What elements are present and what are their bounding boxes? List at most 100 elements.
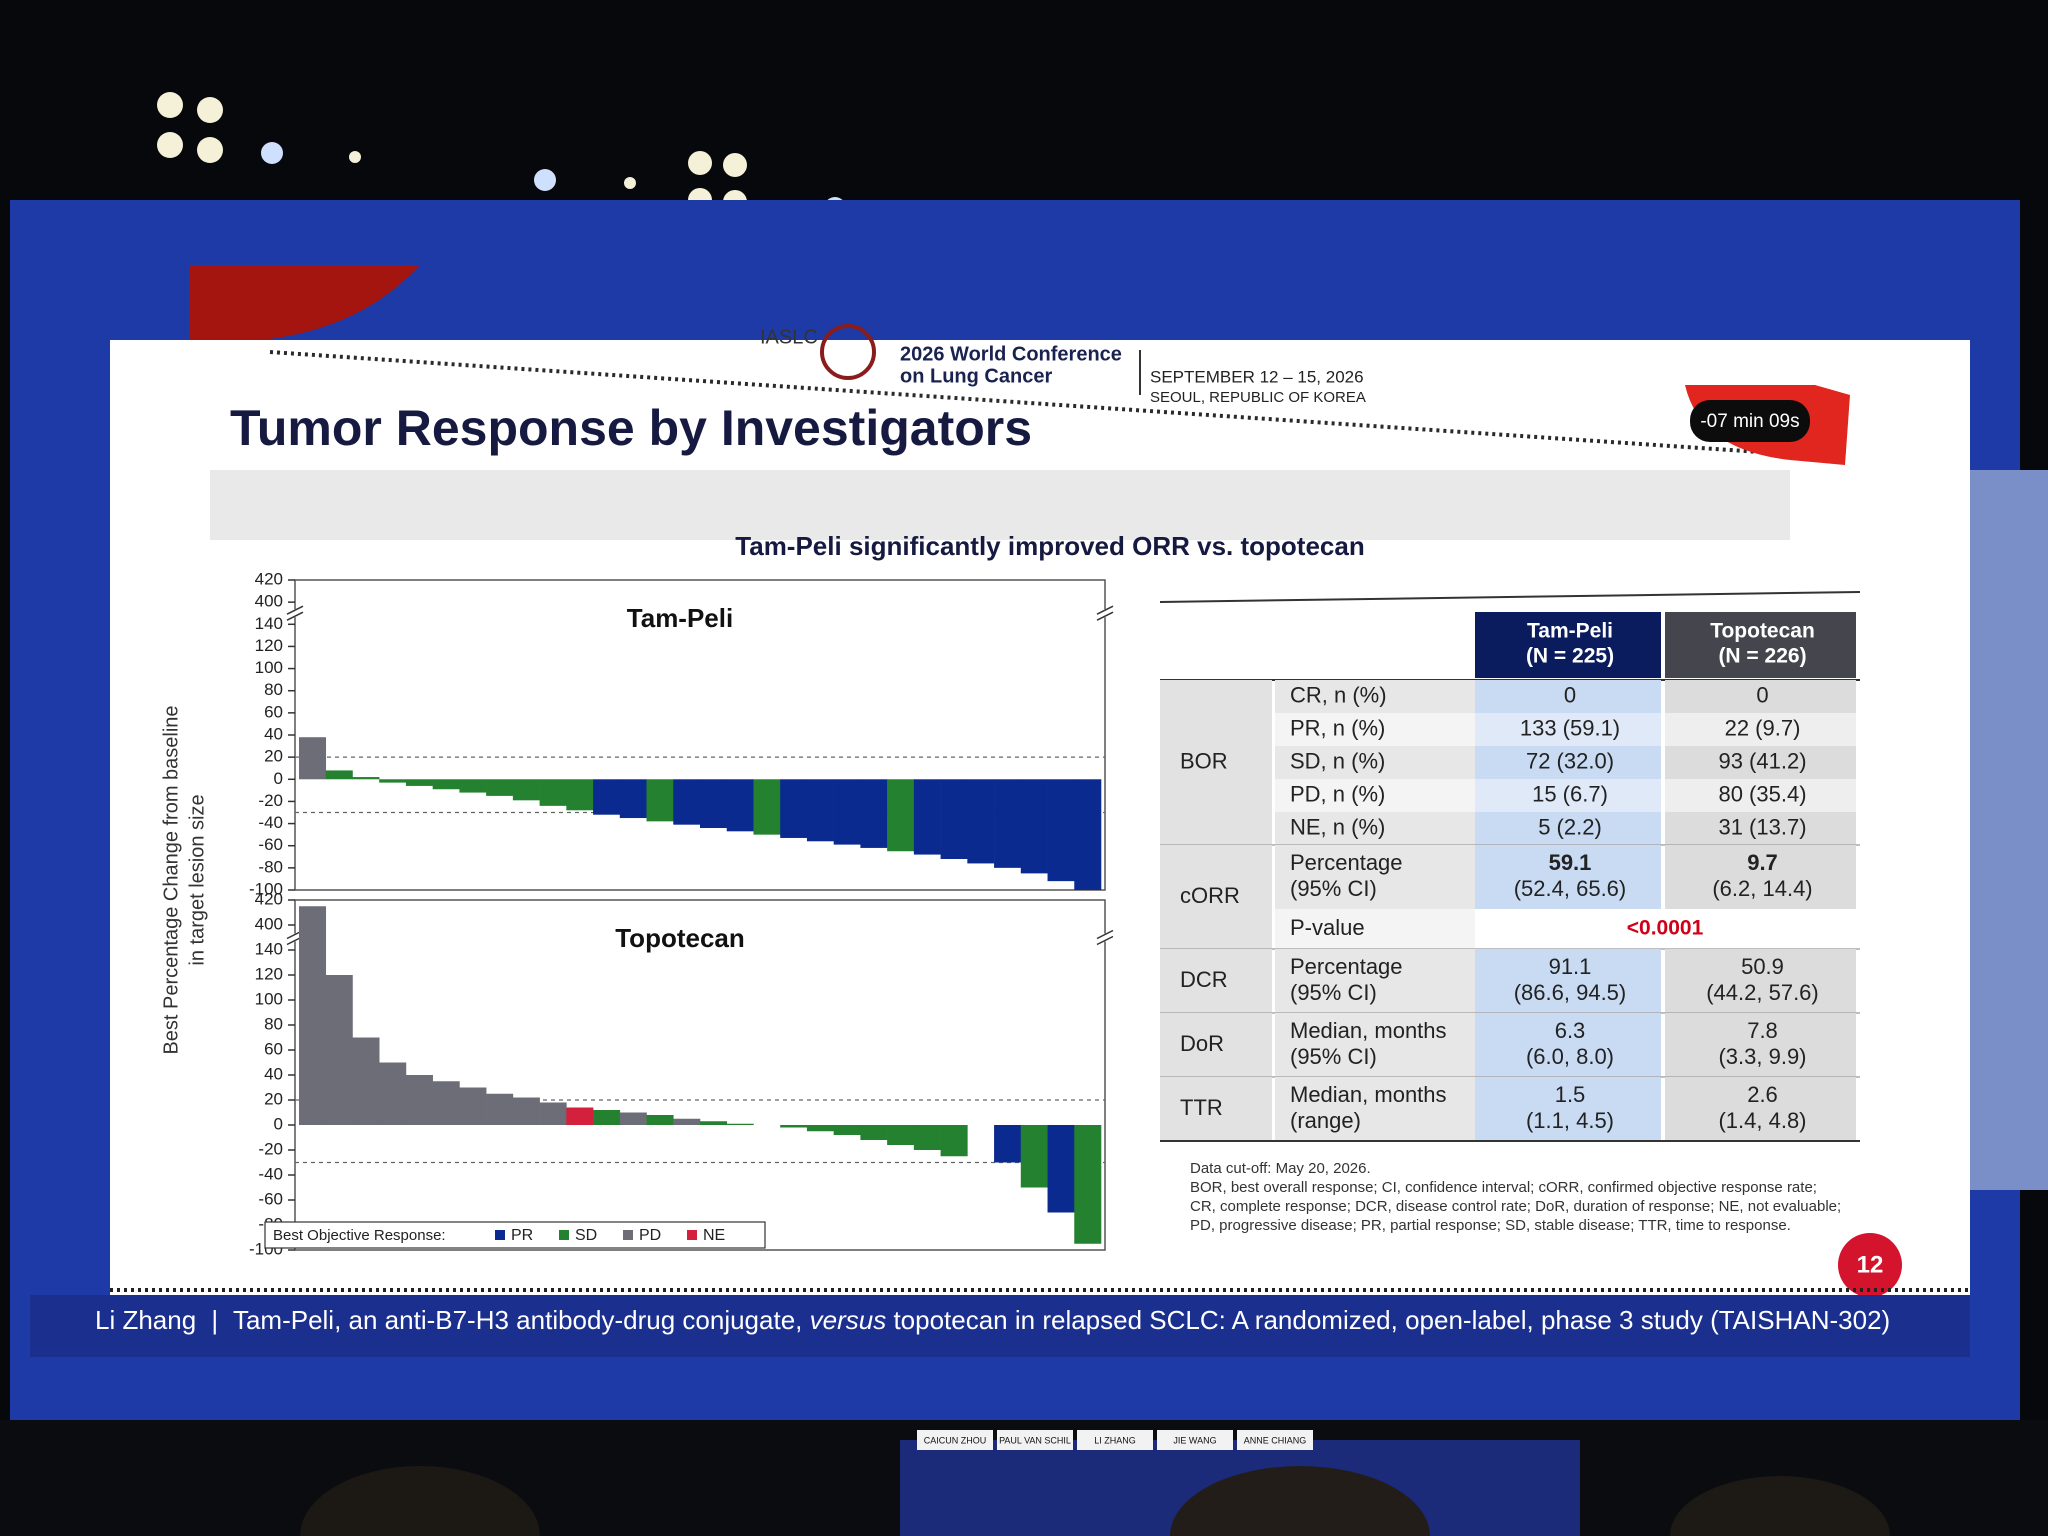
- row-label: Percentage: [1290, 850, 1403, 875]
- y-tick-label: -40: [258, 813, 283, 832]
- value: (6.0, 8.0): [1526, 1044, 1614, 1069]
- value-cell: [1475, 1013, 1661, 1077]
- bar: [1047, 1125, 1075, 1213]
- y-tick-label: -40: [258, 1164, 283, 1183]
- row-label: CR, n (%): [1290, 682, 1387, 707]
- bar: [432, 779, 460, 790]
- y-tick-label: 20: [264, 747, 283, 766]
- bar: [940, 779, 968, 859]
- axis-break-gap: [1097, 609, 1113, 618]
- slide-title: Tumor Response by Investigators: [230, 400, 1032, 456]
- axis-break: [1096, 611, 1114, 621]
- bar: [593, 1110, 621, 1125]
- legend-label: PR: [511, 1227, 533, 1244]
- row-label: P-value: [1290, 915, 1365, 940]
- value-cell: [1475, 812, 1661, 845]
- column-header: [1475, 612, 1661, 678]
- value: 80 (35.4): [1718, 781, 1806, 806]
- bar: [726, 1123, 754, 1125]
- bar: [860, 779, 888, 848]
- bar: [1020, 1125, 1048, 1188]
- y-tick-label: -100: [249, 879, 283, 898]
- row-label: (95% CI): [1290, 1044, 1377, 1069]
- legend-swatch: [687, 1230, 697, 1240]
- group-label: TTR: [1180, 1095, 1223, 1120]
- conference-name: 2026 World Conference: [900, 343, 1122, 365]
- y-tick-label: 80: [264, 1014, 283, 1033]
- name-card-text: CAICUN ZHOU: [924, 1435, 987, 1445]
- bar: [673, 1118, 701, 1125]
- axis-break: [1096, 929, 1114, 940]
- bar: [806, 779, 834, 842]
- y-tick-label: 100: [255, 658, 283, 677]
- y-tick-label: -20: [258, 791, 283, 810]
- legend-label: NE: [703, 1227, 725, 1244]
- note-line: BOR, best overall response; CI, confiden…: [1190, 1179, 1817, 1196]
- value-cell: [1665, 680, 1856, 713]
- y-tick-label: 0: [274, 1114, 283, 1133]
- conference-location: SEOUL, REPUBLIC OF KOREA: [1150, 389, 1366, 406]
- y-tick-label: 400: [255, 914, 283, 933]
- value: 22 (9.7): [1725, 715, 1801, 740]
- talk-title: topotecan in relapsed SCLC: A randomized…: [893, 1305, 1890, 1335]
- bar: [646, 779, 674, 822]
- bar: [566, 1107, 594, 1125]
- bar: [325, 770, 353, 780]
- y-tick-label: 0: [274, 769, 283, 788]
- org-logo: IASLC: [760, 326, 818, 348]
- separator: |: [211, 1305, 218, 1335]
- row-label-cell: [1275, 1013, 1475, 1077]
- bar: [913, 779, 941, 855]
- y-tick-label: 100: [255, 989, 283, 1008]
- value: (1.1, 4.5): [1526, 1108, 1614, 1133]
- bar: [325, 975, 353, 1125]
- value-cell: [1665, 1013, 1856, 1077]
- bar: [887, 779, 915, 852]
- name-card: [1077, 1430, 1153, 1450]
- y-tick-label: 420: [255, 569, 283, 588]
- axis-break-gap: [1097, 933, 1113, 942]
- group-label: DCR: [1180, 967, 1228, 992]
- row-label-cell: [1275, 909, 1475, 949]
- y-tick-label: 400: [255, 592, 283, 611]
- p-value: <0.0001: [1627, 917, 1704, 940]
- value-cell: [1665, 1077, 1856, 1141]
- bar: [673, 779, 701, 825]
- value: (86.6, 94.5): [1514, 980, 1627, 1005]
- bar: [539, 779, 567, 806]
- conference-dates: SEPTEMBER 12 – 15, 2026: [1150, 367, 1364, 386]
- value-cell: [1475, 779, 1661, 812]
- bar: [940, 1125, 968, 1157]
- bar: [352, 1037, 380, 1125]
- legend-swatch: [623, 1230, 633, 1240]
- subtitle-band: [210, 470, 1790, 540]
- bar: [780, 1125, 808, 1128]
- axis-break: [1096, 935, 1114, 946]
- page-number-badge: [1838, 1233, 1902, 1297]
- name-card-text: LI ZHANG: [1094, 1435, 1136, 1445]
- row-label: (range): [1290, 1108, 1361, 1133]
- bar: [726, 779, 754, 832]
- bar: [459, 1087, 487, 1125]
- bar: [379, 779, 407, 783]
- value: 15 (6.7): [1532, 781, 1608, 806]
- table-rule: [1159, 591, 1861, 603]
- value: 2.6: [1747, 1082, 1778, 1107]
- y-tick-label: 20: [264, 1089, 283, 1108]
- group-label: BOR: [1180, 748, 1228, 773]
- bar: [780, 779, 808, 838]
- value: (44.2, 57.6): [1706, 980, 1819, 1005]
- row-label: SD, n (%): [1290, 748, 1385, 773]
- legend-swatch: [495, 1230, 505, 1240]
- y-tick-label: 140: [255, 614, 283, 633]
- note-line: Data cut-off: May 20, 2026.: [1190, 1160, 1371, 1177]
- value-cell: [1475, 746, 1661, 779]
- value: 59.1: [1549, 850, 1592, 875]
- note-line: PD, progressive disease; PR, partial res…: [1190, 1217, 1791, 1234]
- name-card-text: JIE WANG: [1173, 1435, 1216, 1445]
- column-name: Topotecan: [1710, 620, 1815, 643]
- row-label: (95% CI): [1290, 876, 1377, 901]
- value: (1.4, 4.8): [1718, 1108, 1806, 1133]
- bar: [806, 1125, 834, 1132]
